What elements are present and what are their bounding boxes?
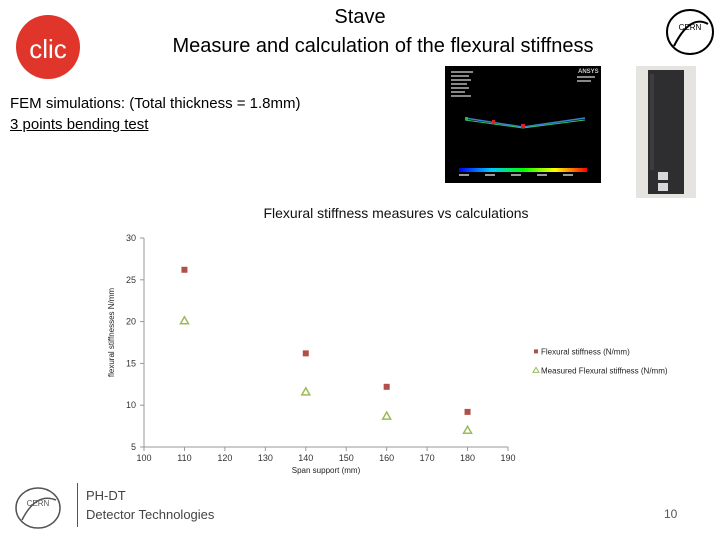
x-tick-label: 130: [258, 453, 273, 463]
x-tick-label: 190: [500, 453, 515, 463]
legend-marker: [532, 366, 540, 373]
stave-photo: [636, 66, 696, 198]
chart-title: Flexural stiffness measures vs calculati…: [263, 205, 529, 221]
y-tick-label: 25: [126, 275, 136, 285]
data-series: [179, 266, 473, 435]
chart-legend: Flexural stiffness (N/mm) Measured Flexur…: [532, 347, 668, 375]
cern-footer-logo: CERN: [15, 487, 61, 529]
plot-area: [143, 238, 508, 448]
footer-divider: [77, 483, 78, 527]
cern-footer-logo-text: CERN: [27, 499, 50, 508]
ansys-logo: ANSYS: [578, 69, 599, 75]
data-point: [381, 410, 392, 420]
data-point: [383, 383, 390, 390]
x-tick-label: 180: [460, 453, 475, 463]
legend-label: Measured Flexural stiffness (N/mm): [541, 366, 668, 375]
x-tick-label: 160: [379, 453, 394, 463]
y-tick-label: 10: [126, 400, 136, 410]
x-tick-label: 140: [298, 453, 313, 463]
y-axis-label: flexural stiffnesses N/mm: [107, 288, 116, 378]
y-axis-ticks: 5 10 15 20 25 30: [126, 233, 144, 452]
footer-group: Detector Technologies: [86, 507, 215, 522]
clic-logo-text: clic: [29, 34, 67, 64]
x-tick-label: 120: [217, 453, 232, 463]
cern-logo: CERN: [666, 9, 714, 55]
fem-test-type: 3 points bending test: [10, 116, 149, 133]
series-1: [181, 266, 471, 415]
data-point: [462, 424, 473, 435]
fem-description: FEM simulations: (Total thickness = 1.8m…: [10, 95, 301, 112]
series-2: [179, 315, 473, 435]
slide-title: Stave: [334, 6, 386, 28]
data-point: [300, 386, 312, 396]
slide-subtitle: Measure and calculation of the flexural …: [172, 35, 594, 57]
data-point: [181, 266, 188, 273]
y-tick-label: 15: [126, 358, 136, 368]
y-tick-label: 5: [131, 442, 136, 452]
fem-simulation-image: ANSYS: [445, 66, 601, 183]
y-tick-label: 30: [126, 233, 136, 243]
x-axis-ticks: 100 110 120 130 140 150 160 170 180 190: [136, 447, 516, 463]
x-tick-label: 110: [177, 453, 191, 463]
cern-logo-text: CERN: [679, 23, 702, 32]
y-tick-label: 20: [126, 317, 136, 327]
data-point: [302, 350, 309, 357]
data-point: [464, 408, 471, 415]
x-tick-label: 170: [420, 453, 435, 463]
x-tick-label: 100: [136, 453, 151, 463]
footer-department: PH-DT: [86, 488, 126, 503]
x-tick-label: 150: [339, 453, 354, 463]
legend-label: Flexural stiffness (N/mm): [541, 347, 630, 356]
legend-marker: [534, 349, 538, 354]
page-number: 10: [664, 507, 678, 521]
data-point: [179, 315, 190, 325]
clic-logo: clic: [16, 15, 80, 79]
x-axis-label: Span support (mm): [292, 466, 361, 475]
